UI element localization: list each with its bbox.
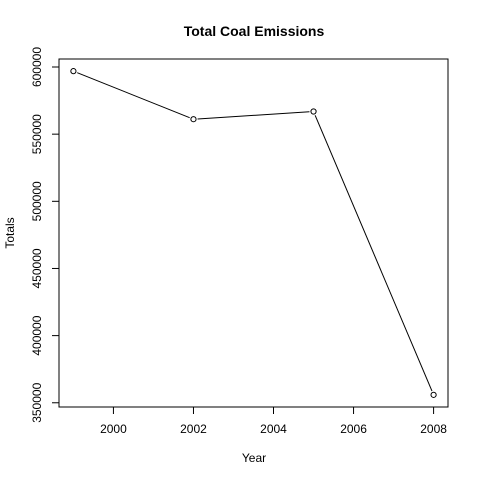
x-axis: 2000 2002 2004 2006 2008 — [100, 406, 447, 436]
x-tick-label: 2008 — [420, 422, 447, 436]
y-axis-label: Totals — [3, 217, 17, 248]
plot-frame — [58, 58, 449, 408]
x-tick-label: 2006 — [340, 422, 367, 436]
series-segment — [77, 72, 190, 119]
y-tick-label: 600000 — [30, 47, 44, 87]
y-tick-label: 350000 — [30, 382, 44, 422]
x-tick-label: 2004 — [260, 422, 287, 436]
data-point — [310, 108, 317, 115]
data-point — [190, 116, 197, 123]
chart-title: Total Coal Emissions — [184, 23, 325, 39]
series-segment — [197, 111, 310, 120]
x-tick-label: 2002 — [180, 422, 207, 436]
y-tick-label: 500000 — [30, 181, 44, 221]
x-tick-label: 2000 — [100, 422, 127, 436]
series-layer — [70, 68, 437, 398]
series-segment — [314, 115, 433, 392]
y-tick-label: 400000 — [30, 315, 44, 355]
data-point — [70, 68, 77, 75]
y-tick-label: 450000 — [30, 248, 44, 288]
x-axis-label: Year — [242, 451, 266, 465]
y-tick-label: 550000 — [30, 114, 44, 154]
y-axis: 350000 400000 450000 500000 550000 600000 — [30, 47, 60, 423]
data-point — [430, 391, 437, 398]
